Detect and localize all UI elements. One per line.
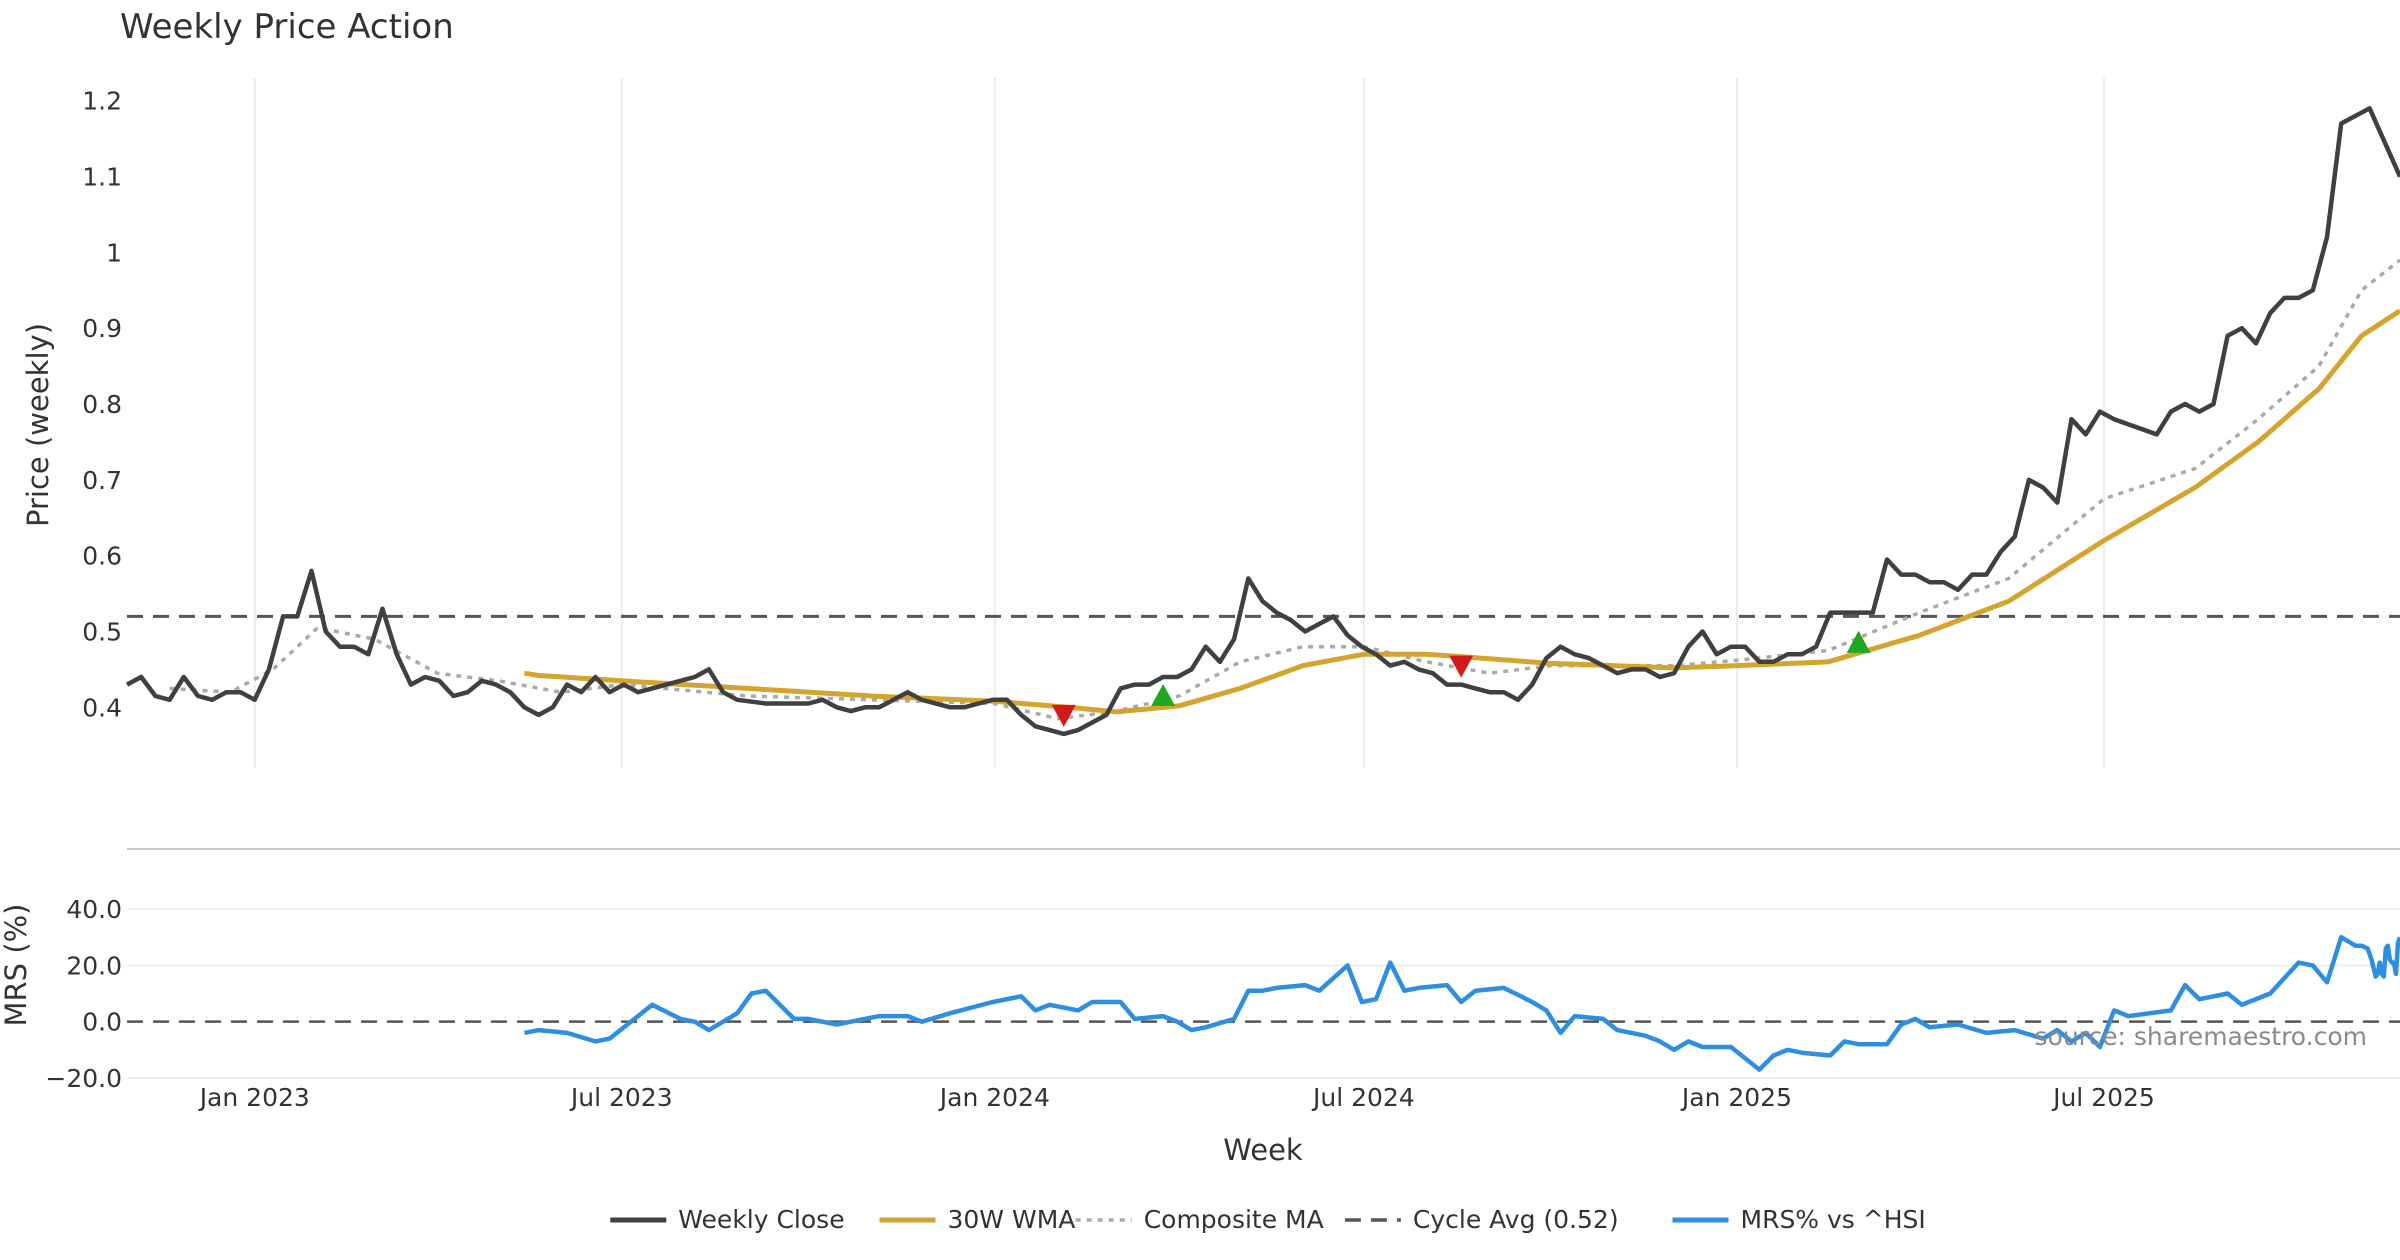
mrs-y-tick-label: 40.0 [66,895,122,924]
price-y-tick-label: 0.5 [82,618,122,647]
mrs-y-tick-label: −20.0 [45,1064,122,1093]
x-tick-label: Jan 2023 [198,1083,310,1112]
legend-label: Composite MA [1144,1205,1324,1234]
x-tick-label: Jul 2025 [2051,1083,2155,1112]
price-y-tick-label: 1.1 [82,163,122,192]
mrs-y-tick-label: 20.0 [66,951,122,980]
price-y-tick-label: 1.2 [82,87,122,116]
price-series [125,106,2400,737]
x-tick-label: Jul 2023 [569,1083,673,1112]
mrs-y-axis-title: MRS (%) [0,904,33,1027]
price-y-tick-label: 0.4 [82,693,122,722]
buy-signal-marker [1846,630,1871,653]
weekly-close-line [125,106,2400,737]
composite-ma-line [169,258,2400,721]
buy-signal-marker [1151,683,1176,706]
legend-label: Cycle Avg (0.52) [1413,1205,1619,1234]
signal-markers [1051,630,1871,727]
mrs-y-ticks: −20.0 0.0 20.0 40.0 [45,895,122,1093]
wma30-line [524,308,2400,715]
source-note: source: sharemaestro.com [2035,1022,2368,1051]
x-tick-label: Jan 2024 [938,1083,1050,1112]
mrs-y-tick-label: 0.0 [82,1008,122,1037]
price-y-tick-label: 1 [106,238,122,267]
price-y-tick-label: 0.9 [82,314,122,343]
chart-title: Weekly Price Action [120,7,454,47]
price-grid [253,78,2105,768]
x-tick-label: Jul 2024 [1311,1083,1415,1112]
price-y-tick-label: 0.7 [82,466,122,495]
x-tick-label: Jan 2025 [1680,1083,1792,1112]
price-y-ticks: 0.4 0.5 0.6 0.7 0.8 0.9 1 1.1 1.2 [82,87,122,723]
price-y-tick-label: 0.8 [82,390,122,419]
mrs-grid [127,908,2400,1079]
x-ticks: Jan 2023 Jul 2023 Jan 2024 Jul 2024 Jan 2025… [198,1083,2155,1112]
sell-signal-marker [1449,655,1474,678]
price-y-axis-title: Price (weekly) [21,323,55,527]
price-y-tick-label: 0.6 [82,542,122,571]
legend-label: Weekly Close [678,1205,844,1234]
legend: Weekly Close 30W WMA Composite MA Cycle Avg… [610,1205,1926,1234]
mrs-series [127,934,2400,1072]
mrs-line [523,934,2400,1072]
legend-label: MRS% vs ^HSI [1741,1205,1926,1234]
x-axis-title: Week [1223,1133,1303,1167]
legend-label: 30W WMA [948,1205,1076,1234]
sell-signal-marker [1051,704,1076,727]
